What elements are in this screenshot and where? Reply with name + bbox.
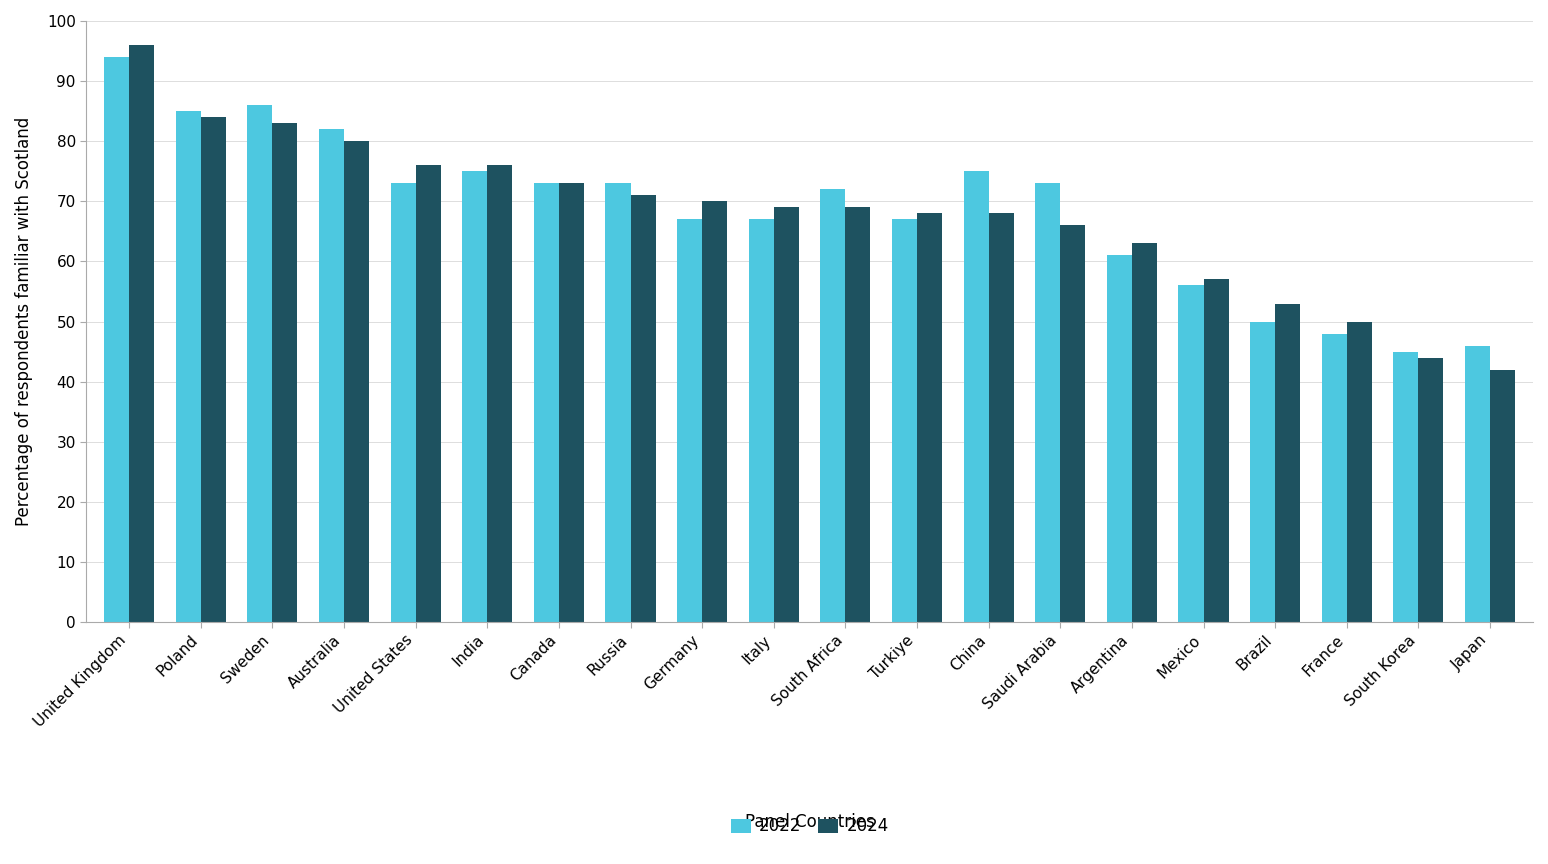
Bar [201, 118, 226, 622]
X-axis label: Panel Countries: Panel Countries [745, 813, 875, 831]
Bar [963, 171, 989, 622]
Bar [774, 207, 799, 622]
Bar [1393, 352, 1418, 622]
Bar [1418, 358, 1443, 622]
Bar [1132, 244, 1156, 622]
Bar [534, 183, 559, 622]
Bar [630, 195, 656, 622]
Bar [176, 111, 201, 622]
Bar [1251, 321, 1276, 622]
Bar [1347, 321, 1372, 622]
Bar [676, 219, 703, 622]
Bar [845, 207, 870, 622]
Y-axis label: Percentage of respondents familiar with Scotland: Percentage of respondents familiar with … [15, 117, 33, 526]
Bar [820, 189, 845, 622]
Bar [104, 57, 128, 622]
Legend: 2022, 2024: 2022, 2024 [724, 810, 895, 842]
Bar [248, 105, 272, 622]
Bar [1491, 370, 1515, 622]
Bar [319, 130, 344, 622]
Bar [1107, 256, 1132, 622]
Bar [1464, 346, 1491, 622]
Bar [605, 183, 630, 622]
Bar [272, 124, 297, 622]
Bar [128, 45, 155, 622]
Bar [463, 171, 488, 622]
Bar [416, 165, 441, 622]
Bar [1322, 334, 1347, 622]
Bar [892, 219, 916, 622]
Bar [1036, 183, 1060, 622]
Bar [1060, 226, 1085, 622]
Bar [989, 213, 1014, 622]
Bar [1178, 285, 1203, 622]
Bar [749, 219, 774, 622]
Bar [1276, 303, 1300, 622]
Bar [390, 183, 416, 622]
Bar [488, 165, 512, 622]
Bar [703, 201, 728, 622]
Bar [1203, 279, 1229, 622]
Bar [916, 213, 943, 622]
Bar [344, 141, 368, 622]
Bar [559, 183, 584, 622]
